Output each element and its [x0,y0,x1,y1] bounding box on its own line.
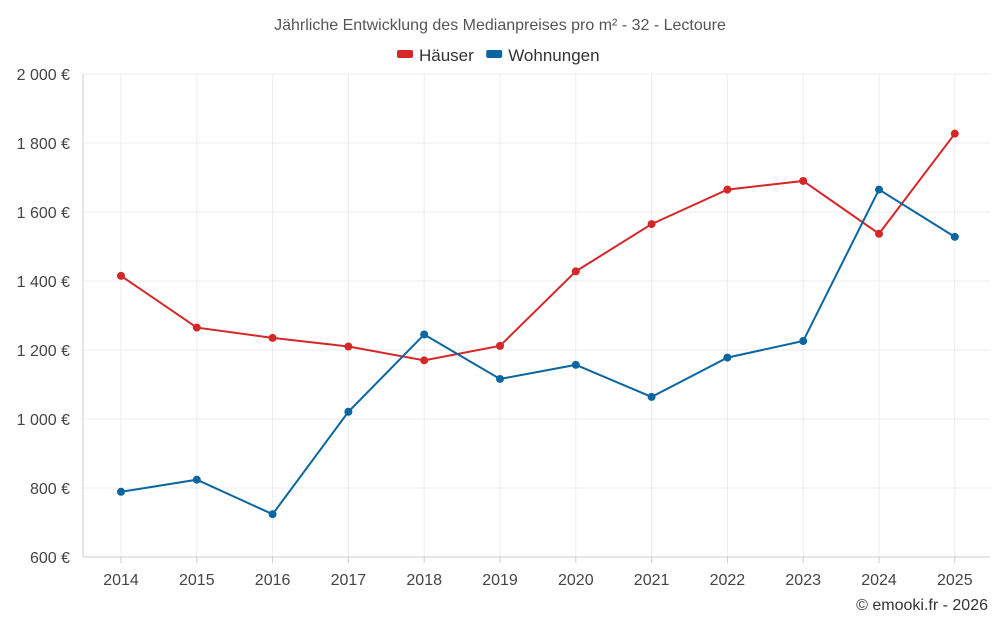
data-point-wohnungen[interactable] [192,475,201,484]
data-point-wohnungen[interactable] [647,392,656,401]
x-tick-label: 2014 [103,572,139,589]
legend-label-h-user[interactable]: Häuser [419,46,474,65]
data-point-h-user[interactable] [950,129,959,138]
data-point-h-user[interactable] [420,356,429,365]
data-point-h-user[interactable] [117,271,125,280]
data-point-wohnungen[interactable] [420,330,429,339]
legend: Häuser Wohnungen [397,46,600,65]
data-point-h-user[interactable] [268,333,277,342]
data-point-wohnungen[interactable] [950,232,959,241]
data-point-wohnungen[interactable] [799,337,808,346]
y-tick-label: 800 € [30,481,70,498]
data-point-h-user[interactable] [571,267,580,276]
x-tick-label: 2016 [255,572,291,589]
series-group [117,129,959,519]
data-point-h-user[interactable] [344,342,353,351]
data-point-wohnungen[interactable] [117,487,125,496]
x-tick-label: 2018 [406,572,442,589]
x-tick-label: 2025 [937,572,973,589]
data-point-wohnungen[interactable] [496,374,504,383]
data-point-h-user[interactable] [192,323,201,332]
legend-swatch-wohnungen [486,50,503,58]
grid [83,73,990,557]
series-line-wohnungen [120,188,956,516]
legend-label-wohnungen[interactable]: Wohnungen [508,46,599,65]
x-tick-label: 2017 [331,572,367,589]
x-tick-label: 2019 [482,572,518,589]
data-point-wohnungen[interactable] [571,360,580,369]
data-point-h-user[interactable] [496,341,504,350]
data-point-wohnungen[interactable] [723,353,732,362]
y-tick-label: 1 000 € [17,412,70,429]
data-point-wohnungen[interactable] [875,185,883,194]
data-point-h-user[interactable] [647,220,656,229]
axes: 600 € 800 € 1 000 € 1 200 € 1 400 € 1 600 € 1 … [17,67,990,589]
legend-swatch-h-user [397,50,413,58]
y-tick-label: 1 600 € [17,205,70,222]
series-line-h-user [120,133,956,362]
y-tick-label: 1 200 € [17,343,70,360]
data-point-h-user[interactable] [723,185,732,194]
data-point-wohnungen[interactable] [344,407,353,416]
chart-title: Jährliche Entwicklung des Medianpreises … [274,17,726,34]
y-tick-label: 1 400 € [17,274,70,291]
y-tick-label: 1 800 € [17,136,70,153]
x-tick-label: 2015 [179,572,215,589]
x-tick-label: 2022 [710,572,746,589]
credit-text: © emooki.fr - 2026 [856,597,988,614]
x-tick-label: 2023 [785,572,821,589]
data-point-wohnungen[interactable] [268,510,277,519]
data-point-h-user[interactable] [875,229,883,238]
y-tick-label: 600 € [30,550,70,567]
x-tick-label: 2024 [861,572,897,589]
x-tick-label: 2020 [558,572,594,589]
y-tick-label: 2 000 € [17,67,70,84]
data-point-h-user[interactable] [799,176,808,185]
x-tick-label: 2021 [634,572,670,589]
